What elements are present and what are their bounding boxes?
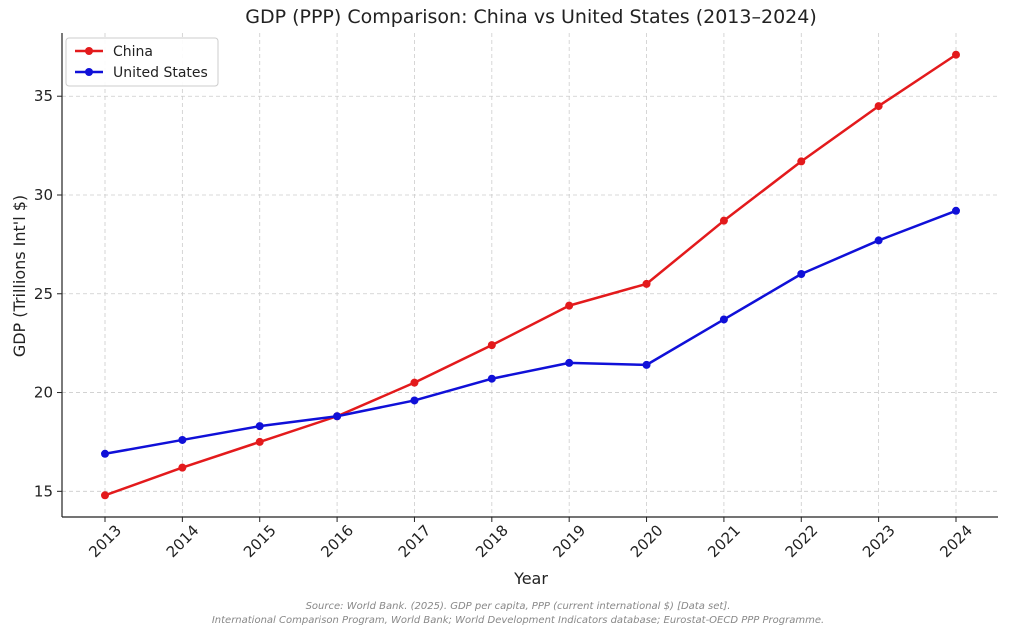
data-point-united-states-2020 (642, 360, 651, 369)
legend-box (65, 37, 219, 87)
y-tick-label-15: 15 (34, 482, 53, 500)
x-tick-label-2016: 2016 (317, 521, 357, 561)
data-point-china-2017 (410, 378, 419, 387)
x-tick-label-2020: 2020 (627, 521, 667, 561)
data-point-china-2021 (719, 216, 728, 225)
data-point-china-2013 (101, 491, 109, 500)
data-point-united-states-2024 (952, 206, 960, 215)
x-tick-label-2014: 2014 (163, 521, 203, 561)
y-tick-label-20: 20 (34, 384, 53, 402)
data-point-united-states-2023 (874, 236, 883, 245)
legend-marker-united-states (85, 68, 93, 76)
ticks: 2013 2014 2015 2016 2017 2018 2019 2020 2021 2022… (34, 87, 976, 561)
x-tick-label-2019: 2019 (549, 521, 589, 561)
data-point-united-states-2017 (410, 396, 419, 405)
source-note-line-1: Source: World Bank. (2025). GDP per capi… (306, 601, 731, 612)
data-point-china-2020 (642, 279, 651, 288)
y-tick-label-30: 30 (34, 186, 53, 204)
x-tick-label-2017: 2017 (395, 521, 435, 561)
x-tick-label-2015: 2015 (240, 521, 280, 561)
legend-marker-china (85, 47, 93, 55)
chart-title: GDP (PPP) Comparison: China vs United St… (245, 6, 817, 28)
x-tick-label-2013: 2013 (85, 521, 125, 561)
series-line-united-states (104, 209, 957, 456)
data-point-china-2022 (797, 157, 806, 166)
data-point-united-states-2013 (101, 449, 109, 458)
data-point-china-2023 (874, 102, 883, 111)
y-tick-label-35: 35 (34, 87, 53, 105)
series-line-china (104, 53, 957, 497)
legend-label-china: China (113, 44, 153, 60)
grid (62, 33, 998, 517)
data-point-united-states-2016 (333, 412, 342, 421)
y-axis-label: GDP (Trillions Int'l $) (10, 195, 29, 357)
data-point-china-2015 (255, 437, 264, 446)
data-point-china-2014 (178, 463, 187, 472)
data-point-united-states-2022 (797, 270, 806, 279)
source-note-line-2: International Comparison Program, World … (212, 615, 824, 626)
data-point-united-states-2021 (719, 315, 728, 324)
legend-label-united-states: United States (113, 65, 208, 81)
data-point-china-2024 (952, 50, 960, 59)
x-tick-label-2024: 2024 (936, 521, 976, 561)
data-point-china-2019 (565, 301, 574, 310)
x-tick-label-2022: 2022 (782, 521, 822, 561)
x-tick-label-2023: 2023 (859, 521, 899, 561)
data-point-united-states-2014 (178, 435, 187, 444)
data-point-united-states-2015 (255, 422, 264, 431)
x-axis-label: Year (513, 569, 548, 588)
data-point-united-states-2018 (487, 374, 496, 383)
x-tick-label-2018: 2018 (472, 521, 512, 561)
y-tick-label-25: 25 (34, 285, 53, 303)
axes (61, 33, 998, 518)
x-tick-label-2021: 2021 (704, 521, 744, 561)
data-point-china-2018 (487, 341, 496, 350)
data-point-united-states-2019 (565, 358, 574, 367)
legend: China United States (65, 37, 219, 87)
series (101, 50, 960, 500)
